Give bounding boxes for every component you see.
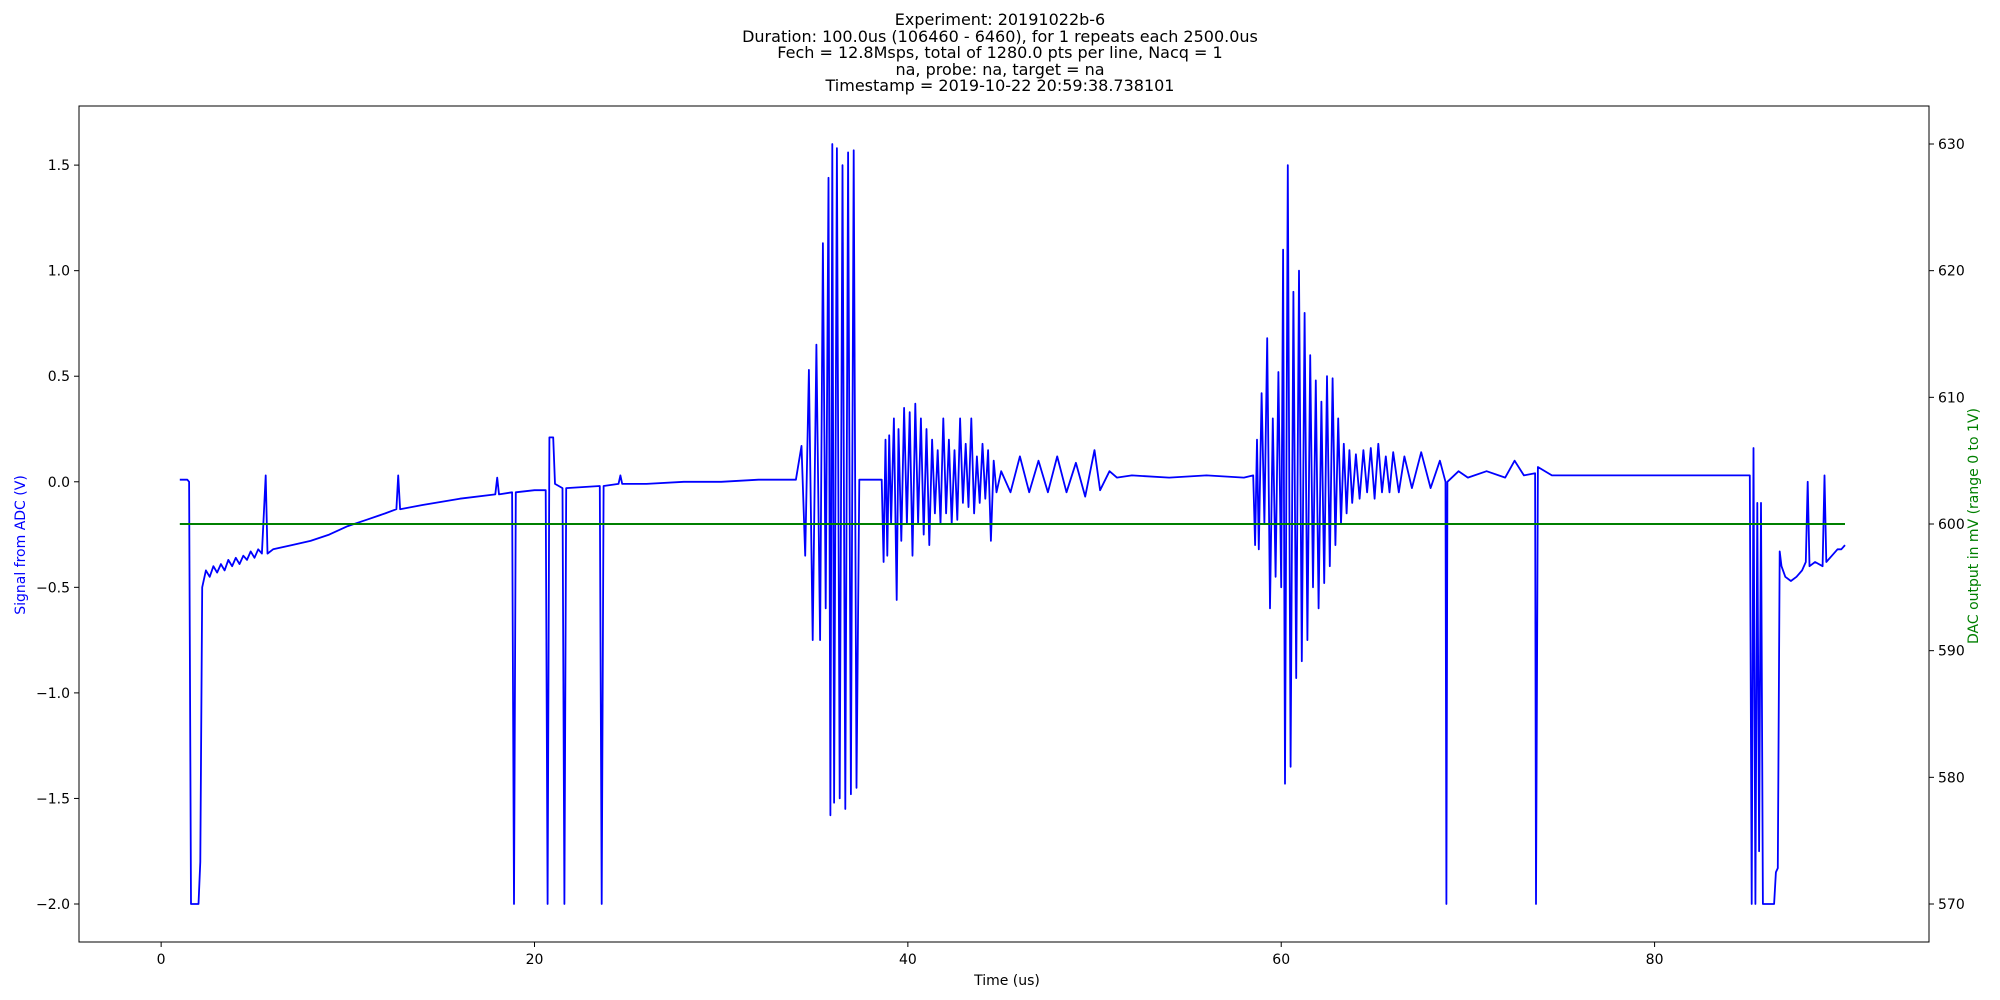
y-right-tick-label: 590: [1938, 644, 1965, 660]
y-left-tick-label: −1.5: [36, 791, 70, 807]
x-tick-label: 20: [526, 952, 544, 968]
y-right-tick-label: 620: [1938, 264, 1965, 280]
y-left-tick-label: 0.5: [48, 369, 70, 385]
y-left-tick-label: 0.0: [48, 475, 70, 491]
title-line: Timestamp = 2019-10-22 20:59:38.738101: [825, 76, 1175, 95]
y-right-tick-label: 600: [1938, 517, 1965, 533]
y-left-tick-label: −1.0: [36, 686, 70, 702]
x-tick-label: 40: [899, 952, 917, 968]
x-tick-label: 60: [1272, 952, 1290, 968]
title-line: na, probe: na, target = na: [895, 59, 1105, 79]
y-right-tick-label: 570: [1938, 897, 1965, 913]
title-line: Experiment: 20191022b-6: [894, 10, 1106, 29]
title-line: Duration: 100.0us (106460 - 6460), for 1…: [742, 26, 1258, 46]
axes: 0 20 40 60 80 −2.0 −1.5 −1.0 −0.5 0.0 0.5 1.0 1.5 570…: [36, 105, 1965, 968]
y-left-tick-label: −2.0: [36, 897, 70, 913]
x-tick-label: 80: [1646, 952, 1664, 968]
x-tick-label: 0: [157, 952, 166, 968]
y-right-tick-label: 630: [1938, 137, 1965, 153]
y-left-tick-label: 1.5: [48, 158, 70, 174]
x-axis-label: Time (us): [973, 973, 1040, 989]
y-right-tick-label: 580: [1938, 770, 1965, 786]
y-left-tick-label: 1.0: [48, 264, 70, 280]
y-axis-left-label: Signal from ADC (V): [13, 475, 29, 615]
title-line: Fech = 12.8Msps, total of 1280.0 pts per…: [777, 43, 1223, 62]
y-axis-right-label: DAC output in mV (range 0 to 1V): [1966, 408, 1982, 644]
series-line-adc: [179, 143, 1846, 905]
y-left-tick-label: −0.5: [36, 580, 70, 596]
chart-title: Experiment: 20191022b-6 Duration: 100.0u…: [0, 10, 2000, 95]
y-right-tick-label: 610: [1938, 390, 1965, 406]
plot-area: [179, 143, 1846, 905]
